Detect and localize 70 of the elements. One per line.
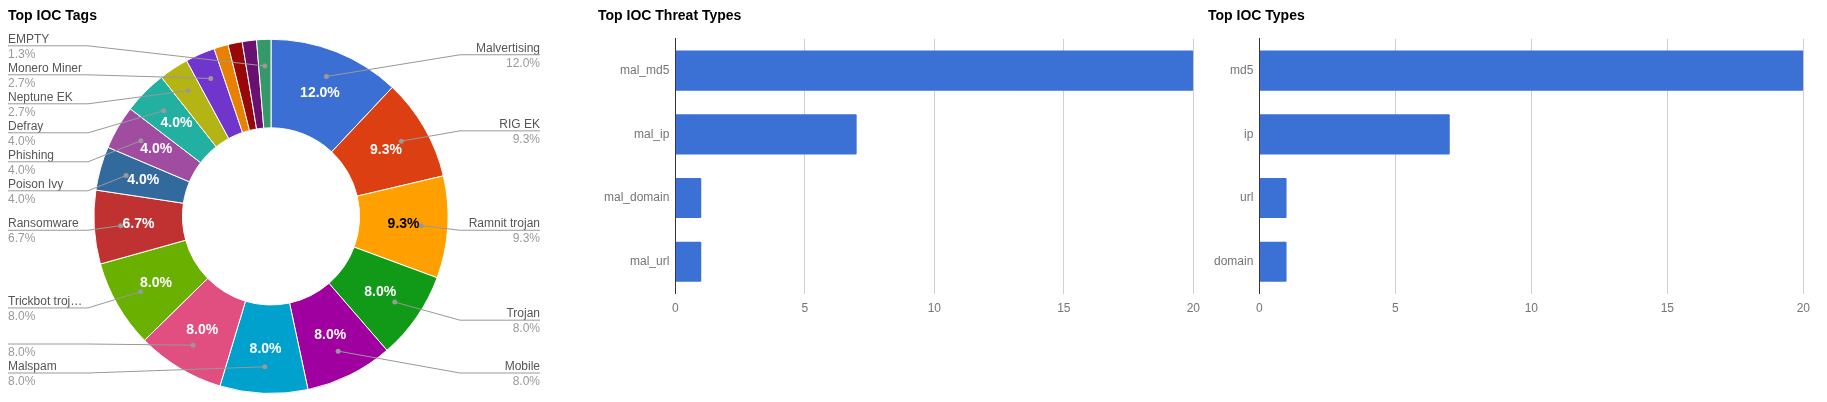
data-label: 8.0% [186, 320, 219, 337]
y-tick-label: mal_md5 [620, 62, 670, 77]
slice-label: Neptune EK [8, 89, 73, 104]
text: 8.0% [512, 374, 540, 388]
text: 4.0% [8, 162, 36, 177]
text: 8.0% [8, 345, 36, 359]
bar [1259, 50, 1804, 91]
x-tick-label: 5 [1392, 301, 1400, 316]
data-label: 4.0% [160, 114, 193, 130]
x-tick-label: 5 [801, 301, 809, 316]
slice-label: Ramnit trojan [468, 216, 540, 231]
bar [675, 241, 702, 282]
slice-label: Malspam [8, 359, 57, 373]
text: 8.0% [8, 308, 36, 323]
text: 8.0% [512, 321, 540, 336]
bar [1259, 241, 1287, 282]
data-label: 12.0% [300, 83, 341, 100]
text: 12.0% [505, 55, 540, 70]
chart-title: Top IOC Types [1208, 7, 1305, 24]
y-tick-label: mal_ip [634, 126, 670, 141]
y-tick-label: md5 [1230, 62, 1254, 77]
data-label: 1.3% [8, 46, 36, 61]
data-label: 4.0% [127, 171, 160, 188]
x-tick-label: 0 [672, 301, 680, 316]
slice-label: Ransomware [8, 216, 80, 231]
x-tick-label: 10 [1524, 301, 1539, 316]
data-label: 4.0% [140, 140, 173, 157]
y-tick-label: domain [1214, 254, 1254, 269]
slice-label: Trickbot troj… [8, 293, 83, 308]
slice-label: Malvertising [475, 40, 540, 55]
text: 4.0% [8, 191, 36, 206]
x-tick-label: 15 [1660, 301, 1675, 316]
x-tick-label: 20 [1796, 301, 1811, 316]
data-label: 6.7% [122, 215, 155, 232]
slice-label: Monero Miner [8, 60, 83, 75]
bar [1259, 114, 1450, 155]
bar [675, 114, 857, 155]
data-label: 2.7% [8, 104, 36, 119]
bar [675, 50, 1194, 91]
data-label: 8.0% [249, 339, 283, 356]
data-label: 8.0% [364, 282, 397, 299]
slice-label: RIG EK [499, 116, 540, 131]
slice-label: EMPTY [8, 31, 50, 46]
x-tick-label: 15 [1057, 301, 1071, 316]
y-tick-label: url [1240, 190, 1254, 205]
x-tick-label: 10 [927, 301, 942, 316]
slice-label: Poison Ivy [8, 176, 64, 191]
slice-label: Trojan [506, 306, 540, 321]
data-label: 9.3% [370, 140, 403, 157]
text: 6.7% [8, 231, 36, 246]
slice-label: Defray [8, 118, 44, 133]
x-tick-label: 0 [1256, 301, 1264, 316]
bar [1259, 177, 1287, 219]
y-tick-label: ip [1244, 126, 1254, 141]
text: 9.3% [512, 231, 540, 246]
data-label: 8.0% [140, 273, 173, 290]
slice-label: Mobile [504, 359, 541, 373]
slice-label: Phishing [8, 147, 55, 162]
text: 8.0% [8, 374, 36, 388]
bar [675, 177, 702, 219]
text: 9.3% [512, 131, 540, 146]
chart-title: Top IOC Threat Types [598, 7, 742, 24]
y-tick-label: mal_domain [603, 190, 670, 205]
text: 4.0% [8, 133, 36, 148]
data-label: 9.3% [387, 215, 421, 232]
x-tick-label: 20 [1186, 301, 1201, 316]
chart-title: Top IOC Tags [8, 7, 98, 24]
y-tick-label: mal_url [630, 254, 670, 269]
data-label: 8.0% [314, 326, 347, 343]
data-label: 2.7% [8, 75, 36, 90]
